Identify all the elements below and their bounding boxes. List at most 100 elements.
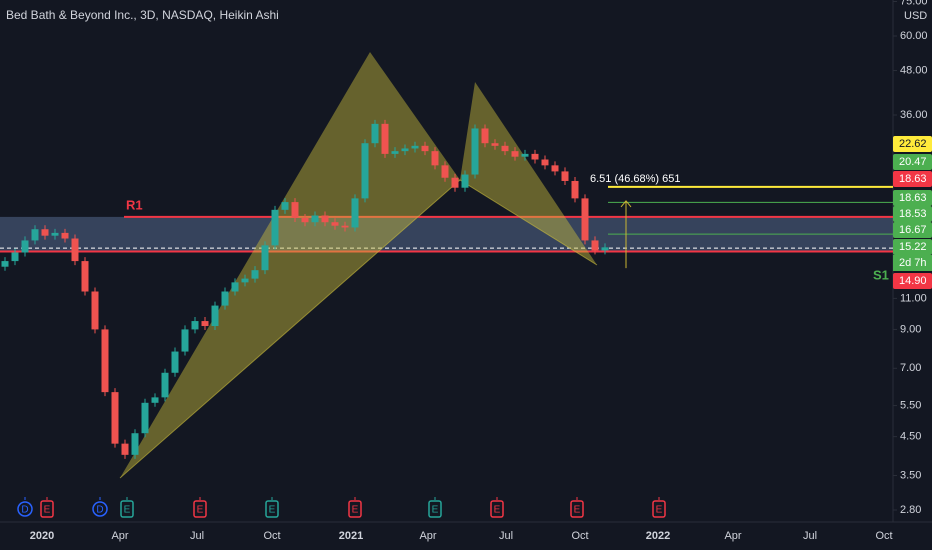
candle-body [341,225,349,228]
event-marker [348,500,362,518]
event-marker [17,501,33,517]
price-tag [893,222,932,238]
candle-body [111,392,119,444]
x-tick-label: Oct [571,530,588,542]
price-tag [893,273,932,289]
pattern-outline [119,179,598,479]
price-tag-label: 14.90 [899,275,927,287]
price-tag-label: 20.47 [899,156,927,168]
event-label: E [656,505,663,516]
candle-body [541,159,549,166]
event-marker [120,500,134,518]
candle-body [361,143,369,199]
countdown-bg [893,255,932,271]
candle-body [101,329,109,393]
candle-body [441,165,449,178]
x-tick-label: Jul [499,530,513,542]
pattern-xab [120,52,460,478]
candle-body [21,240,29,253]
y-tick-label: 9.00 [900,323,921,335]
candle-body [331,222,339,226]
candle-body [151,397,159,403]
measure-label: 6.51 (46.68%) 651 [590,173,681,185]
candle-body [381,123,389,154]
event-marker [652,500,666,518]
candle-body [161,372,169,398]
price-tag-label: 18.63 [899,192,927,204]
candle-body [141,402,149,434]
candle-body [41,229,49,236]
x-tick-label: Apr [724,530,741,542]
candle-body [51,232,59,236]
candle-body [11,252,19,262]
price-tag-label: 16.67 [899,224,927,236]
event-label: D [21,505,28,516]
candle-body [371,123,379,144]
candle-body [261,245,269,271]
candle-body [181,329,189,352]
candle-body [401,148,409,152]
candle-body [481,128,489,144]
event-marker [40,500,54,518]
y-tick-label: 2.80 [900,504,921,516]
candle-body [461,174,469,188]
candle-body [281,202,289,210]
event-label: E [269,505,276,516]
y-tick-label: 75.00 [900,0,928,7]
y-tick-label: 5.50 [900,399,921,411]
candle-body [431,151,439,166]
price-tag-label: 15.22 [899,241,927,253]
event-marker [570,500,584,518]
x-tick-label: 2021 [339,530,363,542]
event-label: E [432,505,439,516]
candle-body [81,261,89,292]
candle-body [421,145,429,152]
candle-body [521,153,529,157]
candle-body [551,165,559,172]
candle-body [31,229,39,241]
price-tag-label: 18.63 [899,173,927,185]
event-marker [92,501,108,517]
chart-title: Bed Bath & Beyond Inc., 3D, NASDAQ, Heik… [6,8,279,22]
candle-body [131,433,139,455]
x-tick-label: Apr [111,530,128,542]
measure-arrow-head [620,200,632,208]
price-tag [893,154,932,170]
candle-body [591,240,599,251]
event-marker [428,500,442,518]
x-tick-label: Oct [875,530,892,542]
candle-body [231,282,239,292]
price-tag-label: 22.62 [899,138,927,150]
event-marker [490,500,504,518]
candle-body [291,202,299,218]
candle-body [191,321,199,330]
event-label: E [574,505,581,516]
event-label: E [44,505,51,516]
r1-label: R1 [126,197,143,212]
candle-body [201,321,209,327]
candle-body [121,443,129,455]
candle-body [561,171,569,181]
candle-body [321,215,329,223]
x-tick-label: 2022 [646,530,670,542]
price-tag [893,190,932,206]
event-label: E [494,505,501,516]
candle-body [351,198,359,228]
candle-body [491,143,499,146]
pattern-bcd [460,82,597,265]
candle-body [601,247,609,251]
price-tag [893,239,932,255]
candle-body [251,270,259,279]
candle-body [211,305,219,327]
s1-label: S1 [873,267,889,282]
y-tick-label: 36.00 [900,109,928,121]
y-tick-label: 60.00 [900,30,928,42]
countdown: 2d 7h [899,257,927,269]
y-tick-label: 4.50 [900,431,921,443]
x-tick-label: Jul [190,530,204,542]
candle-body [221,291,229,306]
x-tick-label: 2020 [30,530,54,542]
candle-body [301,217,309,223]
